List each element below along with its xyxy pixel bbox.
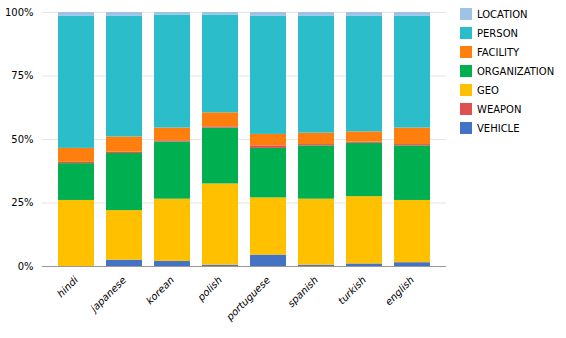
- svg-text:turkish: turkish: [336, 274, 368, 306]
- svg-text:hindi: hindi: [55, 274, 80, 299]
- html-text:WEAPON: WEAPON: [477, 103, 522, 115]
- html-text:GEO: GEO: [477, 84, 499, 96]
- html-text:LOCATION: LOCATION: [477, 8, 528, 20]
- svg-text:25%: 25%: [11, 197, 33, 208]
- svg-text:polish: polish: [195, 274, 224, 303]
- html-text:ORGANIZATION: ORGANIZATION: [477, 65, 555, 77]
- html-text:FACILITY: FACILITY: [477, 46, 520, 58]
- svg-text:english: english: [383, 274, 416, 307]
- svg-text:korean: korean: [144, 274, 176, 306]
- svg-text:100%: 100%: [5, 7, 34, 18]
- html-text:VEHICLE: VEHICLE: [477, 122, 520, 134]
- svg-text:0%: 0%: [18, 261, 34, 272]
- svg-text:portuguese: portuguese: [223, 274, 272, 323]
- svg-text:75%: 75%: [11, 70, 33, 81]
- html-text:PERSON: PERSON: [477, 27, 518, 39]
- svg-text:japanese: japanese: [87, 274, 128, 315]
- svg-text:spanish: spanish: [285, 274, 320, 309]
- svg-text:50%: 50%: [11, 134, 33, 145]
